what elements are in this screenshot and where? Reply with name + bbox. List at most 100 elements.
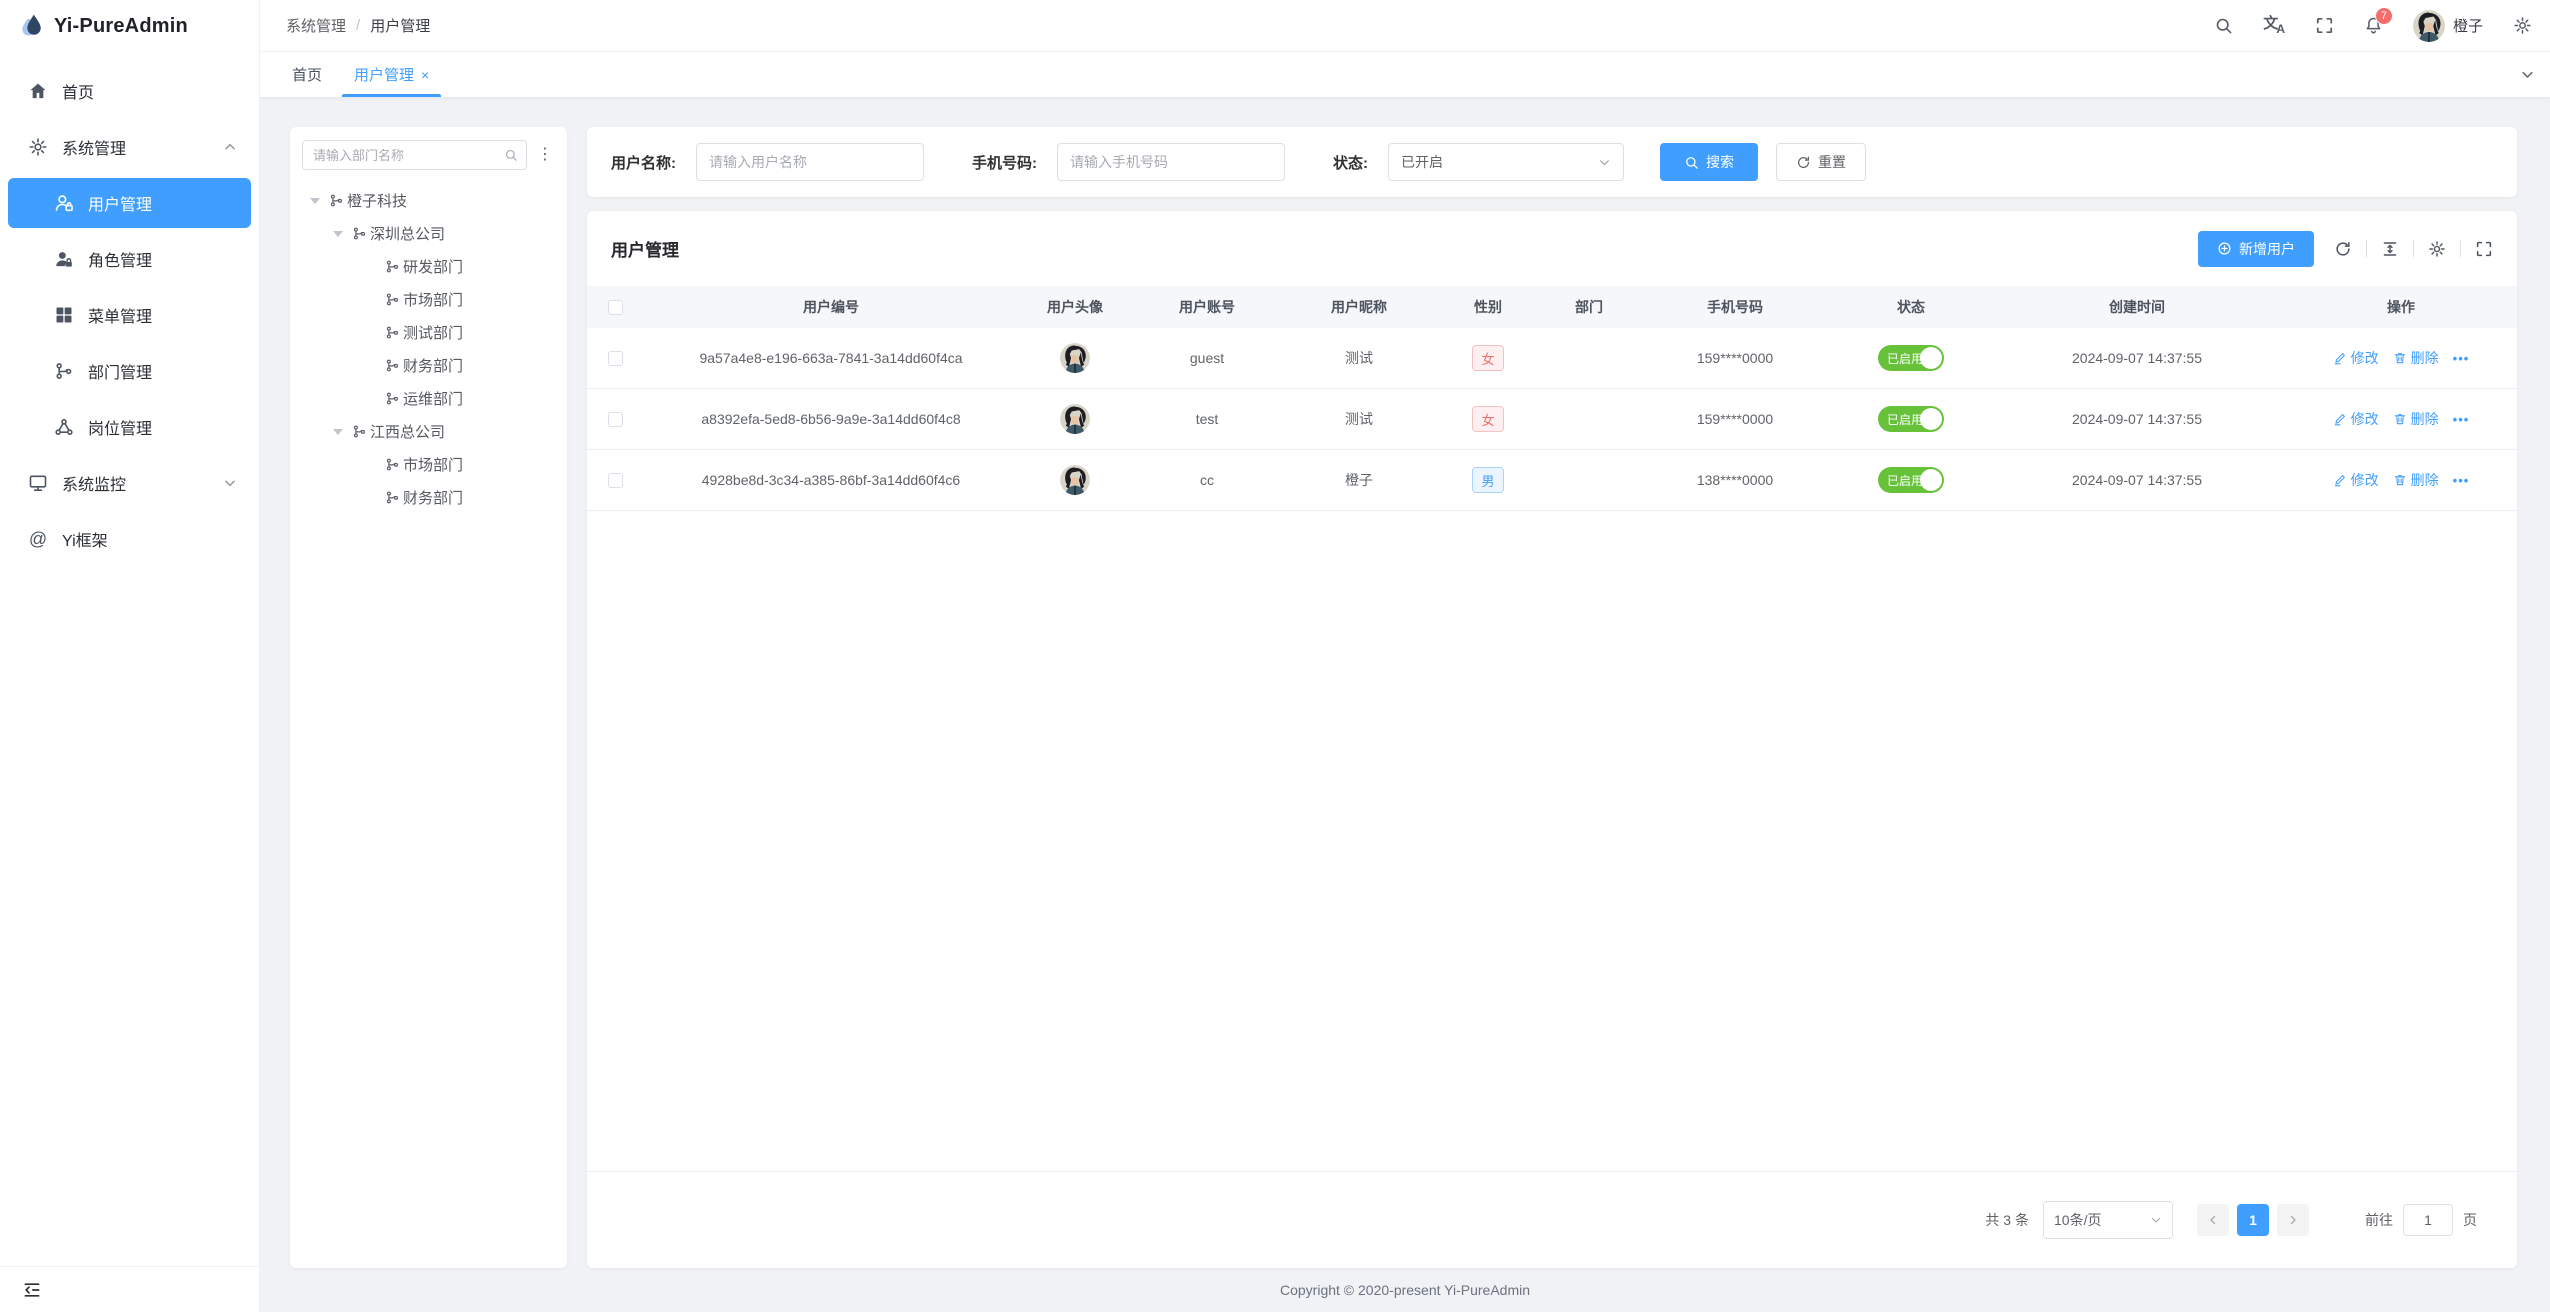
edit-button[interactable]: 修改 [2333, 348, 2379, 368]
column-header-phone[interactable]: 手机号码 [1707, 299, 1763, 315]
reset-button[interactable]: 重置 [1776, 143, 1866, 181]
toggle-knob [1920, 347, 1942, 369]
caret-down-icon[interactable] [333, 230, 343, 237]
prev-page-button[interactable] [2197, 1204, 2229, 1236]
department-search-field[interactable] [302, 140, 527, 170]
delete-button[interactable]: 删除 [2393, 348, 2439, 368]
status-toggle-label: 已启用 [1887, 351, 1924, 366]
more-actions-icon[interactable]: ••• [2452, 411, 2470, 427]
phone-input[interactable] [1057, 143, 1285, 181]
column-header-status[interactable]: 状态 [1897, 299, 1925, 315]
column-header-nickname[interactable]: 用户昵称 [1331, 299, 1387, 315]
close-icon[interactable]: × [421, 66, 430, 83]
column-header-avatar[interactable]: 用户头像 [1047, 299, 1103, 315]
column-header-actions[interactable]: 操作 [2387, 299, 2415, 315]
page-size-select[interactable]: 10条/页 [2043, 1201, 2173, 1239]
settings-gear-icon[interactable] [2513, 16, 2532, 35]
translate-icon[interactable]: 文 A [2263, 16, 2285, 35]
avatar [1060, 404, 1090, 434]
density-icon[interactable] [2381, 240, 2399, 258]
edit-label: 修改 [2350, 350, 2379, 366]
more-actions-icon[interactable]: ••• [2452, 350, 2470, 366]
status-toggle[interactable]: 已启用 [1878, 345, 1944, 371]
divider [2366, 240, 2367, 257]
cell-phone: 138****0000 [1696, 472, 1774, 488]
user-lock-icon [54, 193, 74, 213]
goto-page-input[interactable] [2403, 1204, 2453, 1236]
department-search-input[interactable] [313, 147, 504, 163]
status-toggle-label: 已启用 [1887, 473, 1924, 488]
search-button[interactable]: 搜索 [1660, 143, 1758, 181]
caret-down-icon[interactable] [310, 197, 320, 204]
tree-node[interactable]: 运维部门 [302, 382, 555, 415]
tree-node[interactable]: 江西总公司 [302, 415, 555, 448]
sidebar-footer [0, 1266, 259, 1312]
tab-home[interactable]: 首页 [276, 52, 338, 97]
column-header-created[interactable]: 创建时间 [2109, 299, 2165, 315]
tree-node[interactable]: 测试部门 [302, 316, 555, 349]
user-name: 橙子 [2452, 18, 2483, 35]
sidebar-item-label: 系统管理 [62, 141, 127, 158]
edit-button[interactable]: 修改 [2333, 409, 2379, 429]
row-checkbox[interactable] [607, 411, 623, 427]
row-checkbox[interactable] [607, 350, 623, 366]
status-select[interactable]: 已开启 [1388, 143, 1624, 181]
app-logo-row[interactable]: Yi-PureAdmin [0, 0, 259, 52]
page-number-button[interactable]: 1 [2237, 1204, 2269, 1236]
more-vertical-icon[interactable]: ⋮ [537, 146, 553, 163]
chevron-down-icon [223, 476, 237, 490]
username-input[interactable] [696, 143, 924, 181]
column-header-dept[interactable]: 部门 [1575, 299, 1603, 315]
breadcrumb-item-system[interactable]: 系统管理 [286, 18, 347, 35]
menu-fold-icon[interactable] [22, 1280, 42, 1300]
tree-node[interactable]: 市场部门 [302, 448, 555, 481]
column-header-gender[interactable]: 性别 [1474, 299, 1502, 315]
tree-node[interactable]: 橙子科技 [302, 184, 555, 217]
row-checkbox[interactable] [607, 472, 623, 488]
branch-icon [352, 226, 367, 241]
tree-node[interactable]: 深圳总公司 [302, 217, 555, 250]
tab-options-button[interactable] [2504, 52, 2550, 97]
toggle-knob [1920, 408, 1942, 430]
status-select-value: 已开启 [1401, 154, 1443, 170]
select-all-checkbox[interactable] [607, 299, 623, 315]
column-header-account[interactable]: 用户账号 [1179, 299, 1235, 315]
sidebar-item-posts[interactable]: 岗位管理 [8, 402, 251, 452]
add-user-button[interactable]: 新增用户 [2198, 230, 2314, 267]
delete-button[interactable]: 删除 [2393, 470, 2439, 490]
cell-phone: 159****0000 [1696, 411, 1774, 427]
sidebar-item-framework[interactable]: @ Yi框架 [8, 514, 251, 564]
edit-button[interactable]: 修改 [2333, 470, 2379, 490]
delete-label: 删除 [2410, 350, 2439, 366]
status-toggle[interactable]: 已启用 [1878, 467, 1944, 493]
chevron-right-icon [2287, 1214, 2299, 1226]
sidebar-item-menus[interactable]: 菜单管理 [8, 290, 251, 340]
column-header-id[interactable]: 用户编号 [803, 299, 859, 315]
tab-user-management[interactable]: 用户管理 × [338, 52, 445, 97]
sidebar-item-users[interactable]: 用户管理 [8, 178, 251, 228]
sidebar-item-monitor[interactable]: 系统监控 [8, 458, 251, 508]
refresh-icon[interactable] [2334, 240, 2352, 258]
tags-view-bar: 首页 用户管理 × [260, 52, 2550, 98]
tree-node[interactable]: 研发部门 [302, 250, 555, 283]
caret-down-icon[interactable] [333, 428, 343, 435]
status-toggle[interactable]: 已启用 [1878, 406, 1944, 432]
notification-bell[interactable]: 7 [2364, 7, 2393, 35]
tree-node[interactable]: 财务部门 [302, 481, 555, 514]
sidebar-item-roles[interactable]: 角色管理 [8, 234, 251, 284]
fullscreen-icon[interactable] [2315, 16, 2334, 35]
user-menu[interactable]: 橙子 [2413, 10, 2483, 42]
delete-button[interactable]: 删除 [2393, 409, 2439, 429]
next-page-button[interactable] [2277, 1204, 2309, 1236]
sidebar-item-departments[interactable]: 部门管理 [8, 346, 251, 396]
column-settings-gear-icon[interactable] [2428, 240, 2446, 258]
table-fullscreen-icon[interactable] [2475, 240, 2493, 258]
cell-phone: 159****0000 [1696, 350, 1774, 366]
sidebar-item-system[interactable]: 系统管理 [8, 122, 251, 172]
sidebar: Yi-PureAdmin 首页 系统管理 用户管理 角色管理 菜单管理 部门管理 [0, 0, 260, 1312]
search-icon[interactable] [2214, 16, 2233, 35]
more-actions-icon[interactable]: ••• [2452, 472, 2470, 488]
tree-node[interactable]: 市场部门 [302, 283, 555, 316]
sidebar-item-home[interactable]: 首页 [8, 66, 251, 116]
tree-node[interactable]: 财务部门 [302, 349, 555, 382]
